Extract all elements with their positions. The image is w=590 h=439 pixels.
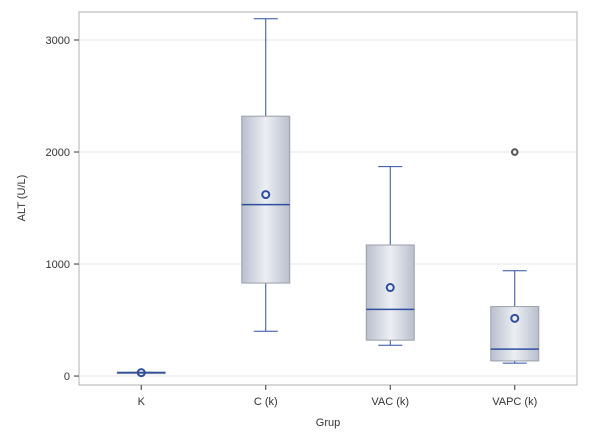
box-group — [116, 368, 166, 378]
y-axis: 0 1000 2000 3000 — [46, 35, 79, 383]
y-tick-label: 2000 — [46, 147, 70, 159]
mean-marker — [136, 368, 146, 378]
box-group — [241, 18, 291, 332]
mean-marker — [261, 190, 271, 200]
box-series — [116, 18, 540, 378]
box-group — [365, 166, 415, 346]
mean-marker — [385, 283, 395, 293]
x-tick-label: C (k) — [254, 396, 278, 408]
plot-frame — [78, 11, 578, 386]
mean-marker — [510, 313, 520, 323]
x-tick-label: K — [138, 396, 146, 408]
outlier-point — [510, 148, 519, 156]
y-tick-label: 0 — [64, 371, 70, 383]
y-axis-title: ALT (U/L) — [16, 175, 28, 222]
box-body — [241, 115, 291, 284]
x-axis: K C (k) VAC (k) VAPC (k) — [138, 385, 537, 408]
x-axis-title: Grup — [316, 417, 340, 429]
x-tick-label: VAPC (k) — [492, 396, 537, 408]
box-body — [365, 244, 415, 341]
y-tick-label: 1000 — [46, 259, 70, 271]
grid-lines — [79, 39, 577, 377]
x-tick-label: VAC (k) — [371, 396, 409, 408]
y-tick-label: 3000 — [46, 35, 70, 47]
box-group — [490, 148, 540, 364]
